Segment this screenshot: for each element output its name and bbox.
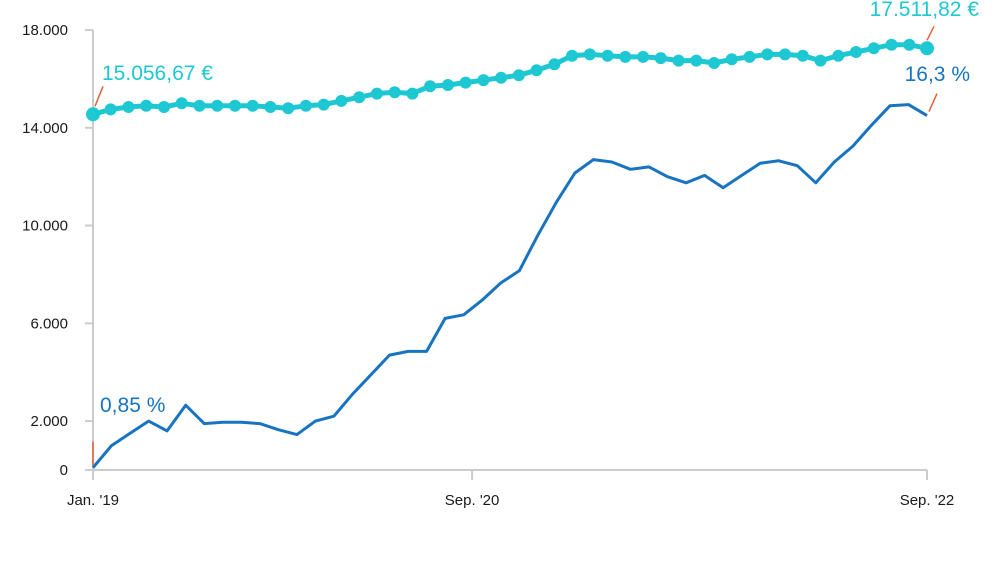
series-group <box>86 38 934 469</box>
data-point <box>282 102 295 115</box>
data-point <box>477 74 490 87</box>
x-tick-label: Jan. '19 <box>67 492 119 509</box>
data-point <box>140 99 153 112</box>
data-point <box>566 49 579 62</box>
y-tick-label: 2.000 <box>30 413 68 430</box>
data-point <box>424 80 437 93</box>
data-point <box>122 101 135 113</box>
annotation-start-percent: 0,85 % <box>100 394 165 417</box>
series-line-1 <box>91 103 928 469</box>
data-point <box>814 54 827 67</box>
data-point <box>850 46 862 58</box>
x-tick-label: Sep. '22 <box>900 492 955 509</box>
leader-line <box>94 86 104 107</box>
data-point <box>335 94 348 107</box>
y-tick-label: 0 <box>60 462 68 479</box>
data-point <box>867 42 880 55</box>
data-point <box>406 87 419 100</box>
data-point <box>530 64 543 77</box>
y-tick-label: 14.000 <box>22 120 68 137</box>
y-tick-label: 6.000 <box>30 315 68 332</box>
data-point <box>548 58 561 71</box>
data-point <box>495 71 508 84</box>
data-point <box>193 99 206 112</box>
y-ticks: 0 2.000 6.000 10.000 14.000 18.000 <box>22 22 93 479</box>
data-point <box>512 69 525 82</box>
data-point <box>317 98 330 111</box>
data-point <box>708 57 721 69</box>
data-point <box>370 87 383 100</box>
data-point <box>459 76 472 89</box>
y-tick-label: 18.000 <box>22 22 68 39</box>
data-point <box>885 38 898 51</box>
x-ticks: Jan. '19 Sep. '20 Sep. '22 <box>67 470 954 509</box>
data-point <box>441 79 454 91</box>
data-point <box>299 99 312 112</box>
data-point <box>86 107 100 122</box>
data-point <box>388 86 401 99</box>
annotation-end-percent: 16,3 % <box>905 63 970 86</box>
data-point <box>175 97 188 110</box>
data-point <box>353 91 366 104</box>
data-point <box>743 50 756 63</box>
leader-line <box>926 25 935 41</box>
data-point <box>832 49 845 62</box>
data-point <box>761 48 774 61</box>
y-tick-label: 10.000 <box>22 218 68 235</box>
data-point <box>903 38 916 51</box>
leader-line <box>928 93 938 112</box>
data-point <box>725 53 738 66</box>
x-tick-label: Sep. '20 <box>445 492 500 509</box>
data-point <box>637 50 650 63</box>
data-point <box>158 101 170 113</box>
data-point <box>601 49 614 62</box>
data-point <box>654 52 667 65</box>
annotation-start-value: 15.056,67 € <box>102 62 213 85</box>
data-point <box>229 99 241 112</box>
data-point <box>779 48 791 61</box>
data-point <box>619 50 632 63</box>
data-point <box>246 99 259 112</box>
data-point <box>672 54 685 67</box>
data-point <box>583 48 596 61</box>
data-point <box>211 99 224 112</box>
data-point <box>104 103 117 116</box>
annotation-end-value: 17.511,82 € <box>870 0 980 21</box>
data-point <box>690 54 703 67</box>
annotations: 15.056,67 € 17.511,82 € 0,85 % 16,3 % <box>92 0 980 466</box>
data-point <box>264 101 277 113</box>
data-point <box>920 41 934 56</box>
data-point <box>796 49 809 62</box>
